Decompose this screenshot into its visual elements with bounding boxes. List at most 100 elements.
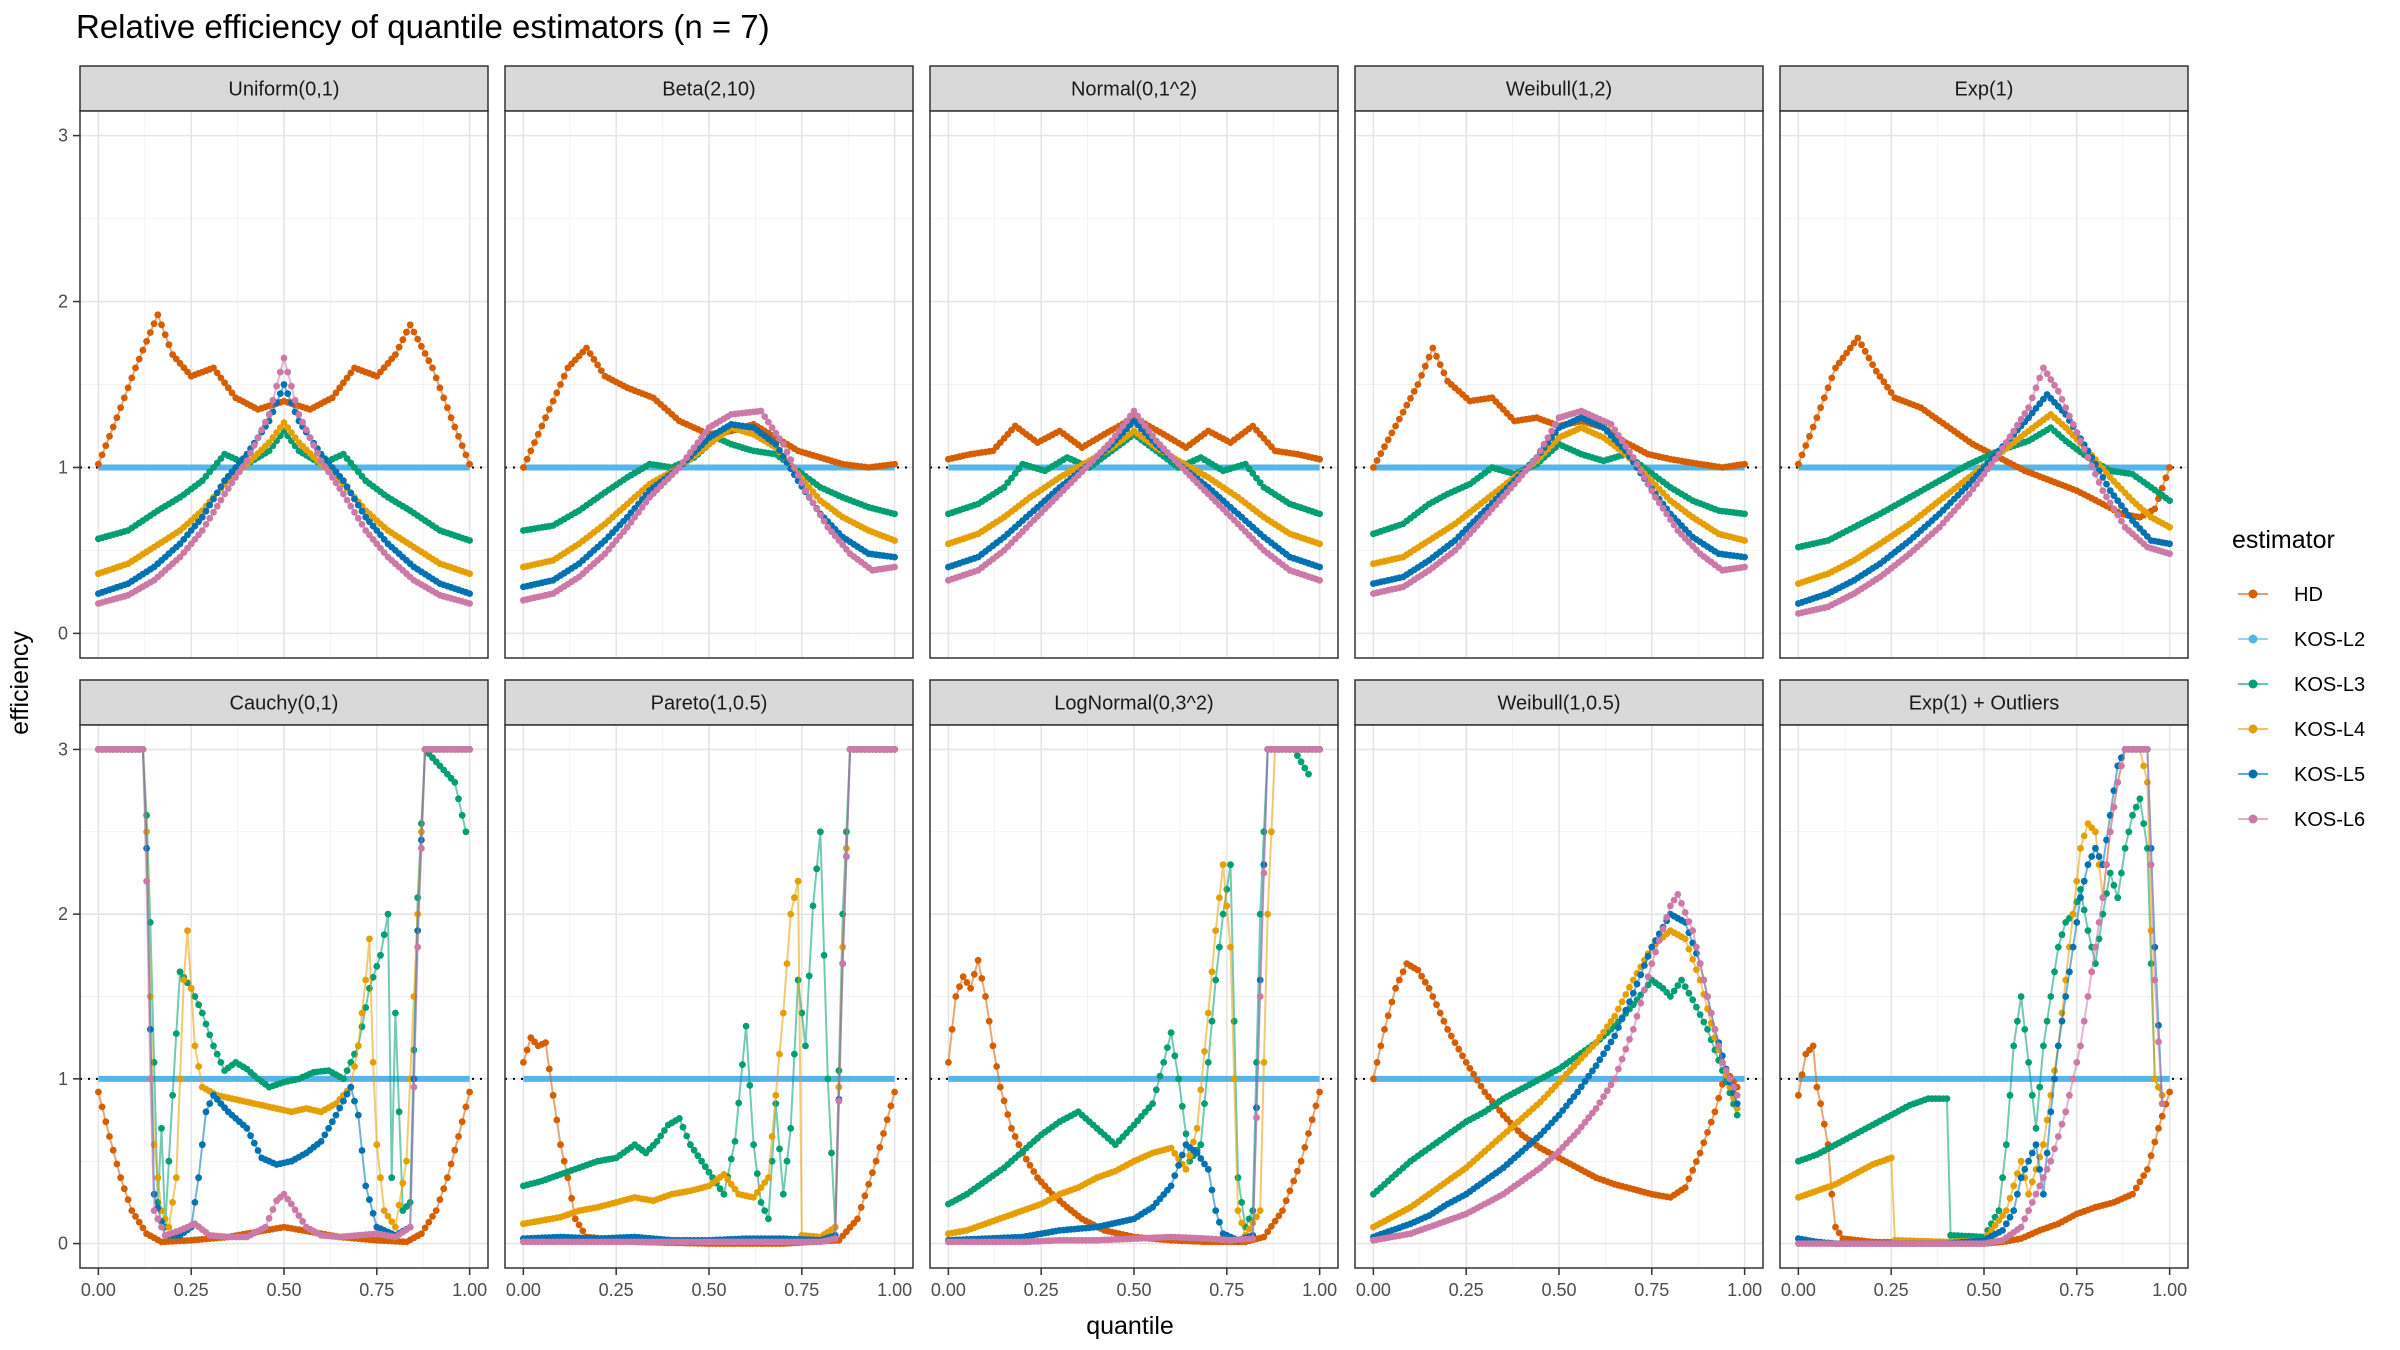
data-point xyxy=(553,1116,561,1124)
data-point xyxy=(399,1179,407,1187)
data-point xyxy=(276,390,284,397)
data-point xyxy=(213,1050,221,1058)
data-point xyxy=(1227,943,1234,951)
data-point xyxy=(451,423,459,431)
data-point xyxy=(180,976,188,984)
data-point xyxy=(273,429,280,436)
data-point xyxy=(791,1050,798,1058)
data-point xyxy=(575,1221,583,1229)
data-point xyxy=(601,550,609,558)
data-point xyxy=(1969,485,1977,493)
data-point xyxy=(358,507,366,515)
data-point xyxy=(169,1091,177,1099)
data-point xyxy=(146,329,154,336)
data-point xyxy=(392,351,399,358)
data-point xyxy=(1175,1161,1182,1169)
data-point xyxy=(698,434,705,441)
data-point xyxy=(1264,1228,1272,1236)
data-point xyxy=(1633,1012,1641,1020)
data-point xyxy=(1707,1009,1715,1017)
series-hd xyxy=(945,414,1323,463)
data-point xyxy=(1600,1050,1607,1058)
data-point xyxy=(280,1190,288,1198)
data-point xyxy=(1141,422,1149,430)
data-point xyxy=(876,1144,884,1151)
data-point xyxy=(1730,1083,1737,1091)
data-point xyxy=(560,372,568,380)
data-point xyxy=(2166,497,2174,504)
data-point xyxy=(1171,1052,1179,1060)
data-point xyxy=(2069,420,2077,428)
data-point xyxy=(165,1223,173,1231)
data-point xyxy=(2036,400,2044,408)
data-point xyxy=(1008,1124,1015,1132)
data-point xyxy=(269,1206,277,1213)
data-point xyxy=(1681,983,1689,990)
data-point xyxy=(276,368,284,376)
data-point xyxy=(523,1046,531,1054)
data-point xyxy=(1230,1075,1238,1083)
data-point xyxy=(727,1155,735,1163)
data-point xyxy=(377,1174,384,1182)
data-point xyxy=(377,531,384,539)
data-point xyxy=(321,463,329,470)
data-point xyxy=(366,531,373,539)
data-point xyxy=(95,1088,102,1096)
data-point xyxy=(761,413,769,420)
data-point xyxy=(106,432,113,440)
data-point xyxy=(455,432,462,440)
data-point xyxy=(1611,1032,1619,1040)
data-point xyxy=(557,1141,564,1149)
data-point xyxy=(1577,1083,1585,1091)
data-point xyxy=(2043,370,2051,378)
data-point xyxy=(2166,540,2174,548)
data-point xyxy=(820,517,828,525)
data-point xyxy=(1216,894,1223,902)
panel-strip-label: Uniform(0,1) xyxy=(228,79,339,101)
data-point xyxy=(336,1104,344,1112)
data-point xyxy=(354,1042,362,1050)
data-point xyxy=(2140,1172,2148,1179)
data-point xyxy=(1999,445,2006,452)
data-point xyxy=(1030,1168,1038,1175)
data-point xyxy=(429,1213,436,1220)
data-point xyxy=(202,1108,210,1116)
data-point xyxy=(727,1180,735,1188)
data-point xyxy=(202,507,210,515)
data-point xyxy=(1995,450,2003,458)
data-point xyxy=(1585,1072,1593,1080)
data-point xyxy=(1689,1166,1697,1174)
data-point xyxy=(191,536,199,543)
data-point xyxy=(564,1174,572,1182)
data-point xyxy=(1795,460,1802,468)
data-point xyxy=(642,498,650,506)
series-kos-l4 xyxy=(1370,927,1741,1231)
panel-strip xyxy=(929,65,1339,112)
data-point xyxy=(1600,1093,1607,1100)
data-point xyxy=(406,1223,414,1231)
data-point xyxy=(1887,389,1895,396)
data-point xyxy=(2144,1166,2151,1173)
data-point xyxy=(358,521,366,528)
data-point xyxy=(1726,1075,1734,1083)
series-kos-l4 xyxy=(520,746,898,1241)
data-point xyxy=(392,1223,399,1231)
data-point xyxy=(1418,372,1425,379)
data-point xyxy=(250,1139,258,1147)
data-point xyxy=(291,396,299,404)
data-point xyxy=(2166,523,2174,531)
data-point xyxy=(1861,347,1869,355)
data-point xyxy=(1611,1075,1619,1083)
data-point xyxy=(891,563,898,571)
data-point xyxy=(1245,1225,1253,1233)
data-point xyxy=(1555,1111,1563,1119)
data-point xyxy=(597,367,605,374)
data-point xyxy=(354,501,362,509)
data-point xyxy=(571,1215,579,1223)
data-point xyxy=(444,1174,451,1182)
data-point xyxy=(1201,1100,1208,1107)
data-point xyxy=(1377,450,1385,457)
data-point xyxy=(545,406,553,413)
data-point xyxy=(1421,362,1429,370)
data-point xyxy=(542,1039,549,1046)
